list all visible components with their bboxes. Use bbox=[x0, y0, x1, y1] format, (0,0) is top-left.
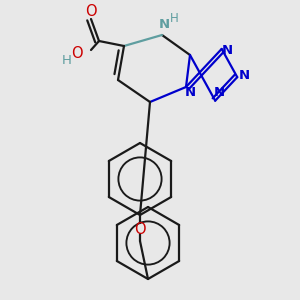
Text: H: H bbox=[62, 55, 72, 68]
Text: N: N bbox=[222, 44, 233, 57]
Text: N: N bbox=[158, 19, 169, 32]
Text: O: O bbox=[71, 46, 83, 61]
Text: N: N bbox=[239, 69, 250, 82]
Text: H: H bbox=[169, 11, 178, 25]
Text: O: O bbox=[134, 221, 146, 236]
Text: N: N bbox=[184, 86, 196, 100]
Text: O: O bbox=[85, 4, 97, 19]
Text: N: N bbox=[214, 86, 225, 99]
